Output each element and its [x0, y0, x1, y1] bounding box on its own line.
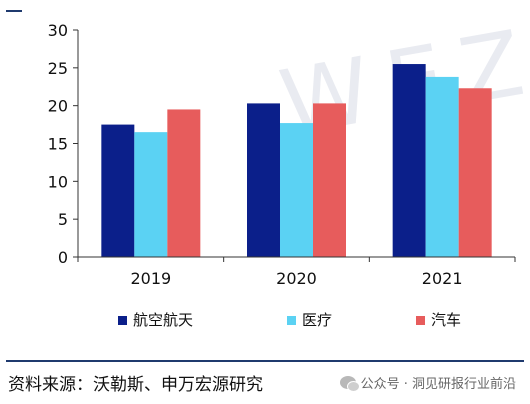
- y-axis: 0 5 10 15 20 25 30: [48, 21, 79, 267]
- source-rule: [6, 360, 524, 362]
- bar-1-2019: [101, 124, 135, 257]
- legend-swatch: [416, 316, 425, 325]
- wechat-caption: 公众号 · 洞见研报行业前沿: [339, 373, 516, 392]
- x-axis: 2019 2020 2021: [77, 256, 516, 288]
- bar-chart: 0 5 10 15 20 25 30 2019 2020 2021 航空航天 医疗 汽车: [48, 21, 516, 329]
- legend-swatch: [118, 316, 127, 325]
- y-tick-label: 15: [48, 135, 68, 154]
- y-tick-label: 25: [48, 59, 68, 78]
- wechat-caption-text: 公众号 · 洞见研报行业前沿: [360, 377, 516, 392]
- source-note: 资料来源：沃勒斯、申万宏源研究: [8, 375, 263, 395]
- legend-label: 航空航天: [133, 311, 193, 329]
- bar-1-2021: [392, 64, 426, 257]
- y-tick-label: 20: [48, 97, 68, 116]
- bar-3-2020: [313, 103, 346, 257]
- bar-2-2020: [280, 123, 313, 257]
- y-tick-label: 0: [58, 248, 68, 267]
- legend: 航空航天 医疗 汽车: [118, 311, 461, 329]
- bar-1-2020: [247, 103, 280, 257]
- bar-3-2019: [167, 109, 201, 257]
- category-label: 2021: [422, 269, 463, 288]
- y-tick-label: 5: [58, 210, 68, 229]
- category-label: 2019: [130, 269, 171, 288]
- bar-2-2021: [425, 76, 459, 257]
- legend-label: 汽车: [431, 311, 461, 329]
- category-label: 2020: [276, 269, 317, 288]
- y-tick-label: 10: [48, 172, 68, 191]
- bar-2-2019: [134, 132, 168, 257]
- legend-swatch: [287, 316, 296, 325]
- top-rule: [6, 10, 22, 12]
- bar-3-2021: [458, 88, 492, 257]
- wechat-icon: [339, 376, 360, 392]
- y-tick-label: 30: [48, 21, 68, 40]
- bars: [101, 64, 492, 257]
- legend-label: 医疗: [302, 311, 332, 329]
